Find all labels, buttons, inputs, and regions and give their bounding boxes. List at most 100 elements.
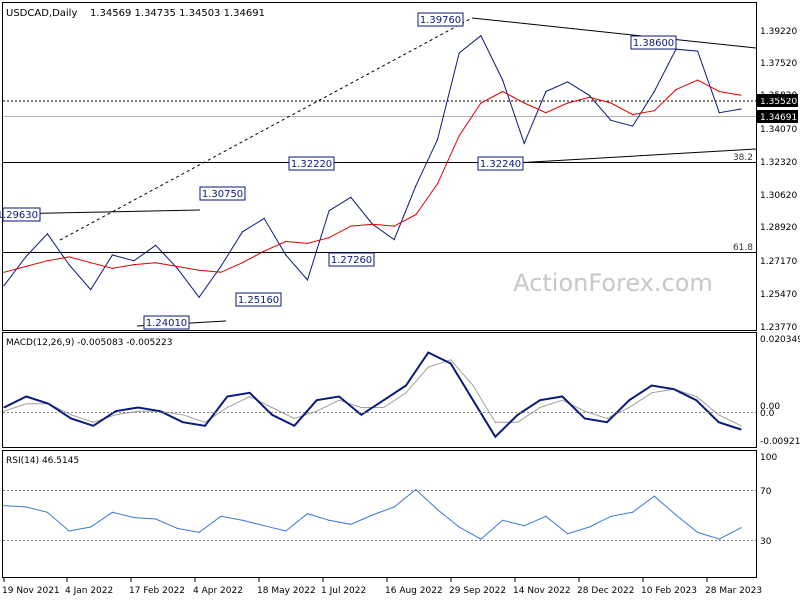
rsi-data-point	[25, 506, 27, 508]
price-data-point	[415, 185, 417, 187]
annotation-label: 1.24010	[146, 318, 187, 329]
macd-signal-point	[383, 406, 385, 409]
macd-signal-point	[92, 421, 94, 423]
macd-signal-point	[740, 425, 742, 427]
price-data-point	[567, 81, 569, 83]
x-axis: 19 Nov 2021 4 Jan 2022 17 Feb 2022 4 Apr…	[2, 586, 762, 596]
x-tick-label: 4 Jan 2022	[65, 586, 113, 596]
ma-data-point	[436, 183, 439, 185]
macd-data-point	[427, 351, 429, 354]
macd-signal-point	[472, 384, 474, 387]
rsi-data-point	[220, 515, 222, 517]
macd-data-point	[740, 428, 742, 431]
rsi-data-point	[241, 519, 243, 521]
price-data-point	[263, 217, 265, 219]
rsi-data-point	[306, 513, 309, 515]
ma-data-point	[718, 90, 720, 93]
rsi-data-point	[285, 530, 287, 532]
macd-signal-point	[494, 421, 496, 423]
ma-data-point	[371, 223, 374, 225]
macd-data-point	[539, 399, 541, 401]
ma-data-point	[480, 102, 482, 104]
rsi-data-point	[502, 519, 504, 521]
macd-signal-point	[249, 395, 251, 398]
macd-signal-point	[628, 406, 630, 409]
annotation-1-30750: 1.30750	[199, 186, 246, 201]
rsi-data-point	[393, 506, 395, 508]
macd-signal-point	[316, 410, 318, 412]
rsi-data-point	[415, 488, 417, 491]
price-data-point	[285, 254, 287, 256]
macd-data-point	[494, 436, 496, 438]
ma-data-point	[697, 79, 699, 81]
ma-data-point	[220, 271, 222, 273]
rsi-data-point	[436, 509, 439, 511]
ma-data-point	[25, 265, 27, 268]
x-tick-label: 28 Mar 2023	[705, 586, 762, 596]
fib-61-label: 61.8	[733, 243, 753, 253]
macd-data-point	[271, 414, 273, 416]
macd-data-point	[92, 425, 94, 427]
macd-signal-point	[204, 421, 206, 423]
price-data-point	[46, 233, 49, 235]
y-tick-label: 1.27170	[760, 257, 797, 267]
macd-line	[3, 351, 742, 439]
rsi-data-point	[3, 505, 5, 507]
rsi-data-point	[653, 495, 655, 497]
ma-data-point	[306, 242, 309, 244]
rsi-data-point	[350, 523, 352, 525]
fib-38-label: 38.2	[733, 153, 753, 163]
y-tick-label: 1.28920	[760, 223, 797, 233]
macd-signal-point	[561, 399, 563, 401]
price-data-point	[133, 260, 135, 262]
rsi-panel-frame	[2, 450, 757, 578]
price-data-point	[502, 79, 504, 81]
price-data-point	[241, 231, 243, 233]
annotation-1-27260: 1.27260	[328, 252, 375, 267]
macd-data-point	[517, 414, 519, 416]
macd-data-point	[383, 399, 385, 401]
macd-signal-point	[271, 406, 273, 409]
macd-data-point	[3, 406, 5, 409]
ma-data-point	[545, 112, 547, 114]
rsi-data-point	[263, 525, 265, 527]
ma-data-point	[3, 271, 5, 273]
annotation-1-24010: 1.24010	[143, 315, 190, 330]
macd-data-point	[338, 395, 340, 398]
lower-triangle-line	[514, 148, 757, 164]
x-tick-label: 16 Aug 2022	[385, 586, 443, 596]
price-data-point	[588, 94, 590, 96]
macd-data-point	[48, 403, 50, 405]
ma-data-point	[610, 102, 612, 104]
macd-data-point	[472, 399, 474, 401]
macd-signal-point	[70, 414, 72, 416]
rsi-y-tick-label: 70	[760, 487, 772, 497]
ma-data-point	[133, 264, 135, 266]
price-data-point	[306, 279, 309, 281]
ma-data-point	[458, 135, 460, 137]
y-tick-label: 1.39220	[760, 27, 797, 37]
chart-ohlc-label: 1.34569 1.34735 1.34503 1.34691	[90, 8, 265, 19]
annotation-label: 1.29630	[0, 210, 38, 221]
price-data-point	[610, 119, 612, 121]
annotation-label: 1.30750	[202, 189, 243, 200]
ma-data-point	[502, 90, 504, 93]
price-data-point	[393, 239, 395, 241]
macd-data-point	[316, 399, 318, 401]
macd-signal-point	[539, 406, 541, 409]
annotation-label: 1.25160	[238, 295, 279, 306]
level-tag-1-34691: 1.34691	[757, 110, 798, 123]
y-tick-label: 1.25470	[760, 290, 797, 300]
ma-data-point	[350, 225, 352, 227]
watermark: ActionForex.com	[513, 269, 713, 297]
macd-y-tick-label: 0.00	[760, 402, 780, 412]
rsi-data-point	[675, 514, 677, 516]
ma-data-point	[653, 110, 655, 112]
rsi-data-point	[545, 515, 547, 517]
annotation-label: 1.38600	[633, 38, 674, 49]
macd-data-point	[204, 425, 206, 427]
y-tick-label: 1.34070	[760, 125, 797, 135]
price-data-point	[480, 35, 482, 37]
x-tick-label: 28 Dec 2022	[577, 586, 635, 596]
